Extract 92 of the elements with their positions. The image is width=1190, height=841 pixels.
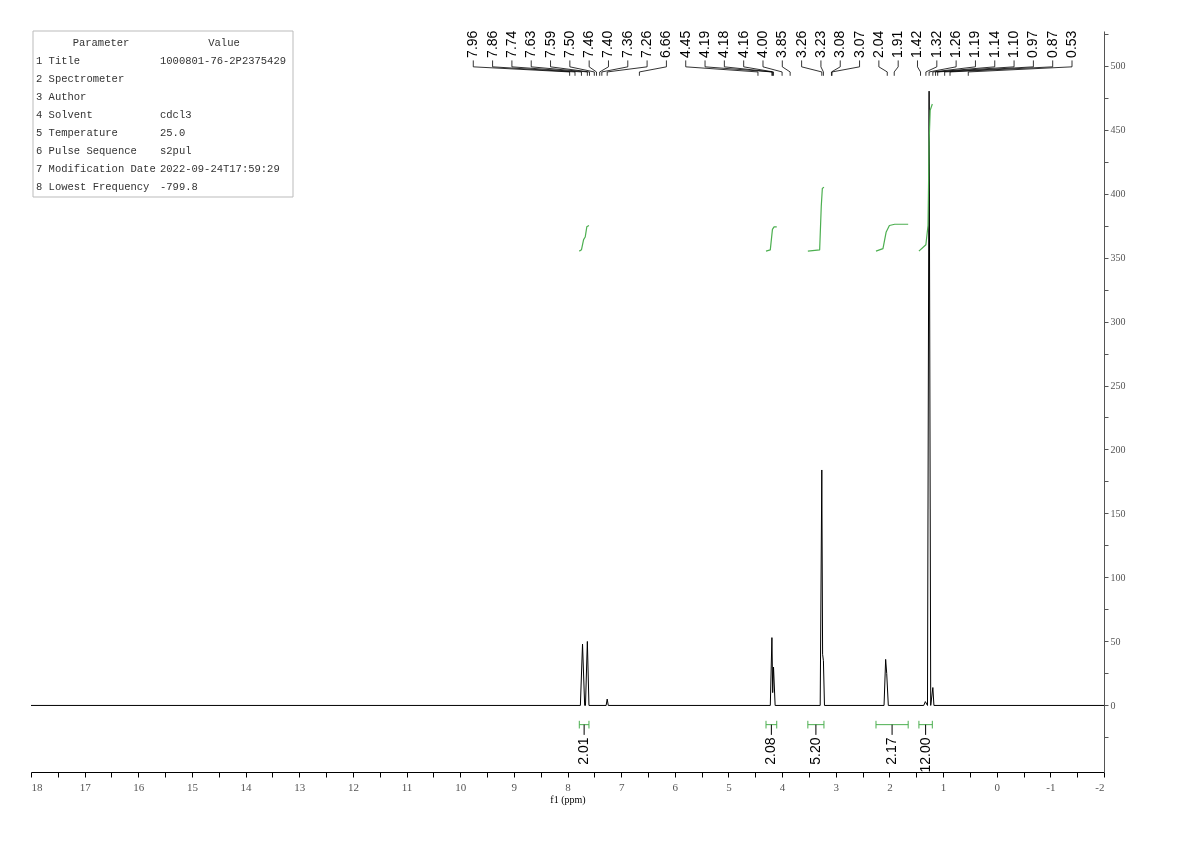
x-tick-label: 2 bbox=[887, 780, 893, 793]
annotation: 7.59 bbox=[541, 30, 558, 58]
x-tick-label: 5 bbox=[726, 780, 733, 793]
x-tick-label: 10 bbox=[455, 780, 467, 793]
annotation: 1.91 bbox=[889, 30, 906, 58]
y-tick-label: 300 bbox=[1110, 316, 1126, 328]
x-tick-label: 3 bbox=[833, 780, 840, 793]
annotation: 7.74 bbox=[502, 30, 519, 58]
annotation: 0.87 bbox=[1043, 30, 1060, 58]
annotation: 3.85 bbox=[773, 30, 790, 58]
annotation: 6 Pulse Sequence bbox=[36, 145, 137, 157]
x-tick-label: 4 bbox=[779, 780, 786, 793]
y-tick-label: 400 bbox=[1110, 188, 1126, 200]
y-tick-label: 50 bbox=[1110, 635, 1121, 647]
y-tick-label: 250 bbox=[1110, 380, 1126, 391]
x-axis-title: f1 (ppm) bbox=[550, 793, 586, 806]
annotation: 3.07 bbox=[850, 30, 867, 58]
x-tick-label: 9 bbox=[511, 780, 518, 793]
annotation: 2 Spectrometer bbox=[36, 73, 125, 85]
annotation: 2.01 bbox=[575, 737, 592, 765]
y-tick-label: 350 bbox=[1110, 252, 1126, 264]
annotation: 3.26 bbox=[792, 30, 809, 58]
x-tick-label: 18 bbox=[31, 780, 43, 793]
annotation: s2pul bbox=[160, 145, 192, 157]
annotation: 7.96 bbox=[464, 30, 481, 58]
annotation: cdcl3 bbox=[160, 109, 192, 121]
annotation: Parameter bbox=[72, 37, 130, 49]
annotation: 4.16 bbox=[734, 30, 751, 58]
annotation: 4.45 bbox=[676, 30, 693, 58]
annotation: 7.63 bbox=[522, 30, 539, 58]
x-tick-label: 8 bbox=[565, 780, 572, 793]
x-tick-label: 7 bbox=[618, 780, 625, 793]
y-tick-label: 500 bbox=[1110, 60, 1126, 72]
annotation: 7.86 bbox=[483, 30, 500, 58]
annotation: 3.08 bbox=[831, 30, 848, 58]
annotation: 2.08 bbox=[762, 737, 779, 765]
annotation: 2022-09-24T17:59:29 bbox=[160, 163, 280, 175]
annotation: 3 Author bbox=[36, 91, 87, 103]
x-tick-label: 1 bbox=[940, 780, 947, 793]
x-tick-label: -2 bbox=[1095, 780, 1105, 793]
x-tick-label: 15 bbox=[186, 780, 199, 793]
annotation: 5.20 bbox=[806, 737, 823, 765]
x-tick-label: 11 bbox=[401, 780, 413, 793]
annotation: -799.8 bbox=[160, 181, 198, 193]
annotation: 2.04 bbox=[869, 30, 886, 58]
x-tick-label: 0 bbox=[994, 780, 1001, 793]
line-series bbox=[31, 90, 1104, 706]
annotation: 0.53 bbox=[1063, 30, 1080, 58]
annotation: 1.42 bbox=[908, 30, 925, 58]
x-tick-label: 12 bbox=[347, 780, 359, 793]
annotation: 6.66 bbox=[657, 30, 674, 58]
annotation: Value bbox=[208, 37, 240, 49]
y-tick-label: 0 bbox=[1110, 699, 1116, 711]
annotation: 4.00 bbox=[753, 30, 770, 58]
line-series bbox=[765, 226, 778, 252]
annotation: 25.0 bbox=[160, 127, 186, 139]
annotation: 12.00 bbox=[916, 737, 933, 773]
annotation: 1.26 bbox=[947, 30, 964, 58]
annotation: 7.40 bbox=[599, 30, 616, 58]
annotation: 4.19 bbox=[696, 30, 713, 58]
line-series bbox=[918, 103, 933, 252]
annotation: 4.18 bbox=[715, 30, 732, 58]
annotation: 4 Solvent bbox=[36, 109, 93, 121]
annotation: 0.97 bbox=[1024, 30, 1041, 58]
x-tick-label: -1 bbox=[1046, 780, 1056, 793]
annotation: 1.32 bbox=[927, 30, 944, 58]
annotation: 7.46 bbox=[580, 30, 597, 58]
annotation: 1.10 bbox=[1005, 30, 1022, 58]
y-tick-label: 450 bbox=[1110, 124, 1126, 136]
annotation: 1000801-76-2P2375429 bbox=[160, 55, 287, 67]
y-tick-label: 200 bbox=[1110, 443, 1126, 455]
annotation: 1 Title bbox=[36, 55, 81, 67]
x-tick-label: 17 bbox=[79, 780, 92, 793]
annotation: 1.19 bbox=[966, 30, 983, 58]
annotation: 5 Temperature bbox=[36, 127, 118, 139]
x-tick-label: 14 bbox=[240, 780, 253, 793]
annotation: 2.17 bbox=[883, 737, 900, 765]
y-tick-label: 150 bbox=[1110, 507, 1126, 519]
annotation: 7.26 bbox=[638, 30, 655, 58]
x-tick-label: 16 bbox=[133, 780, 145, 793]
x-tick-label: 6 bbox=[672, 780, 679, 793]
y-tick-label: 100 bbox=[1110, 571, 1126, 583]
x-tick-label: 13 bbox=[294, 780, 306, 793]
line-series bbox=[807, 186, 825, 252]
annotation: 7.50 bbox=[560, 30, 577, 58]
line-series bbox=[875, 223, 909, 252]
annotation: 8 Lowest Frequency bbox=[36, 181, 150, 193]
line-series bbox=[578, 224, 590, 252]
annotation: 7.36 bbox=[618, 30, 635, 58]
annotation: 7 Modification Date bbox=[36, 163, 156, 175]
annotation: 3.23 bbox=[811, 30, 828, 58]
annotation: 1.14 bbox=[985, 30, 1002, 58]
